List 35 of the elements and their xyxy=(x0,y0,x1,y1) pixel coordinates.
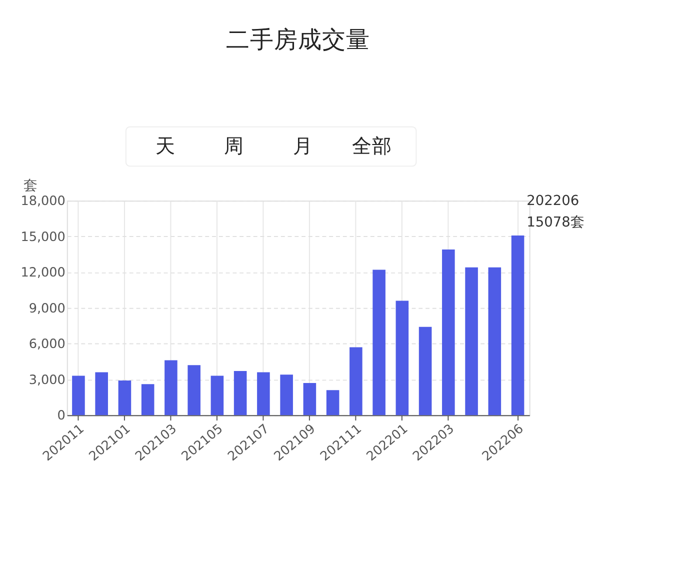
annotation: 15078套 xyxy=(526,214,584,231)
bar xyxy=(396,300,409,416)
text: 周 xyxy=(224,134,244,158)
bar xyxy=(141,384,154,416)
y-tick-label: 15,000 xyxy=(20,230,66,245)
bar xyxy=(234,371,247,416)
y-tick-label: 3,000 xyxy=(28,372,66,388)
bar xyxy=(326,390,340,416)
y-tick-label: 0 xyxy=(57,408,66,424)
bar xyxy=(350,347,362,416)
bar xyxy=(465,267,478,416)
bar xyxy=(72,376,85,416)
bar xyxy=(280,374,293,416)
text: 天 xyxy=(155,134,176,158)
y-tick-label: 9,000 xyxy=(28,301,66,316)
bar xyxy=(418,326,432,416)
chart-title: 二手房成交量 xyxy=(226,26,370,54)
bar xyxy=(488,267,502,416)
bar xyxy=(188,365,200,416)
y-tick-label: 6,000 xyxy=(28,337,66,352)
bar xyxy=(372,270,386,416)
bar xyxy=(257,372,270,416)
bar xyxy=(95,372,108,416)
text: 全部 xyxy=(352,134,392,158)
annotation: 202206 xyxy=(526,192,580,209)
text: 月 xyxy=(293,134,314,158)
bar xyxy=(511,235,524,416)
y-tick-label: 18,000 xyxy=(20,194,66,210)
bar xyxy=(442,249,455,416)
y-tick-label: 12,000 xyxy=(20,266,66,281)
bar xyxy=(303,382,316,416)
bar xyxy=(210,376,224,416)
y-axis-title: 套 xyxy=(23,178,38,194)
bar xyxy=(118,380,132,416)
bar xyxy=(164,360,178,416)
